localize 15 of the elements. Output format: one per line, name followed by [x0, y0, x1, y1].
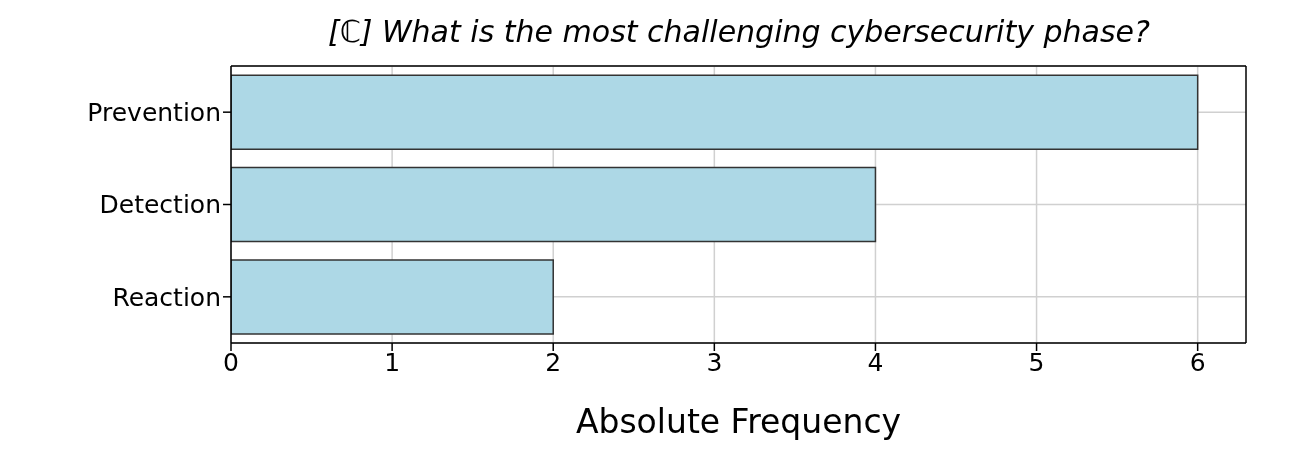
x-tick-label: 3 [706, 347, 723, 377]
x-tick-label: 1 [384, 347, 401, 377]
x-tick-label: 4 [867, 347, 884, 377]
chart-title: [ℂ] What is the most challenging cybersecurity phase? [327, 14, 1151, 49]
x-tick-label: 5 [1028, 347, 1045, 377]
y-tick-label: Reaction [112, 282, 221, 312]
x-tick-label: 0 [223, 347, 239, 377]
y-tick-label: Prevention [87, 98, 221, 128]
x-tick-label: 2 [545, 347, 562, 377]
x-tick-label: 6 [1189, 347, 1206, 377]
bar [231, 166, 877, 243]
bar [231, 259, 554, 335]
y-tick-label: Detection [99, 190, 221, 220]
x-axis-title: Absolute Frequency [575, 402, 902, 441]
bar [231, 74, 1199, 150]
